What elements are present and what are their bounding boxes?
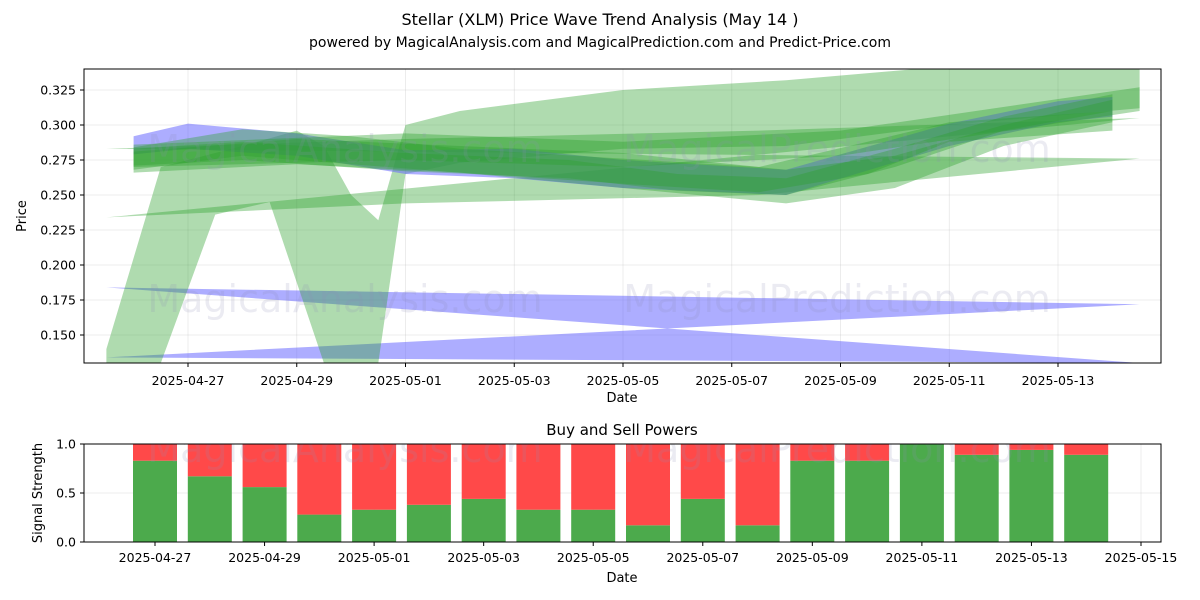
buy-bar xyxy=(899,444,944,542)
buy-bar xyxy=(1064,454,1109,542)
watermark-text: MagicalAnalysis.com xyxy=(147,427,542,471)
price-x-tick-label: 2025-05-11 xyxy=(913,373,986,388)
sell-bar xyxy=(187,444,232,477)
price-band xyxy=(106,69,1140,363)
price-y-tick-label: 0.325 xyxy=(40,83,76,98)
watermark-text: MagicalAnalysis.com xyxy=(147,277,542,321)
sell-bar xyxy=(242,444,287,488)
price-band xyxy=(106,287,1140,363)
buy-bar xyxy=(242,487,287,542)
price-x-tick-label: 2025-05-13 xyxy=(1022,373,1095,388)
chart-title: Stellar (XLM) Price Wave Trend Analysis … xyxy=(402,10,799,29)
price-band xyxy=(133,94,1113,195)
price-x-tick-label: 2025-05-05 xyxy=(587,373,660,388)
sell-bar xyxy=(516,444,561,510)
price-watermarks: MagicalAnalysis.com MagicalPrediction.com… xyxy=(147,127,1050,321)
sell-bar xyxy=(1009,444,1054,450)
signal-x-tick-label: 2025-05-03 xyxy=(447,550,520,565)
price-y-tick-label: 0.200 xyxy=(40,258,76,273)
signal-y-tick-label: 0.5 xyxy=(56,486,76,501)
buy-bar xyxy=(845,460,890,542)
price-y-tick-label: 0.150 xyxy=(40,328,76,343)
sell-bar xyxy=(133,444,177,461)
price-y-tick-label: 0.225 xyxy=(40,223,76,238)
signal-x-axis: 2025-04-27 2025-04-29 2025-05-01 2025-05-03… xyxy=(119,542,1178,565)
signal-x-tick-label: 2025-05-09 xyxy=(776,550,849,565)
sell-bar xyxy=(845,444,890,461)
buy-bar xyxy=(461,498,506,542)
price-wave-bands xyxy=(106,69,1140,363)
buy-bar xyxy=(571,509,616,542)
sell-bar xyxy=(297,444,342,515)
signal-y-tick-label: 0.0 xyxy=(56,535,76,550)
price-band xyxy=(133,97,1113,195)
watermark-text: MagicalPrediction.com xyxy=(623,127,1051,171)
signal-x-tick-label: 2025-05-05 xyxy=(557,550,630,565)
signal-x-label: Date xyxy=(606,571,637,586)
signal-x-tick-label: 2025-05-13 xyxy=(995,550,1068,565)
signal-y-axis: 0.0 0.5 1.0 xyxy=(56,437,84,550)
price-x-label: Date xyxy=(606,391,637,406)
price-y-axis: 0.150 0.175 0.200 0.225 0.250 0.275 0.300 0.325 xyxy=(40,83,84,343)
signal-y-label: Signal Strength xyxy=(31,443,46,543)
price-x-tick-label: 2025-05-03 xyxy=(478,373,551,388)
bars-title: Buy and Sell Powers xyxy=(546,421,698,439)
buy-bar xyxy=(297,514,342,542)
buy-bar xyxy=(790,460,835,542)
sell-bar xyxy=(680,444,725,499)
price-x-tick-label: 2025-04-27 xyxy=(152,373,225,388)
signal-x-tick-label: 2025-05-01 xyxy=(338,550,411,565)
price-x-axis: 2025-04-27 2025-04-29 2025-05-01 2025-05-03… xyxy=(152,363,1095,388)
sell-bar xyxy=(735,444,780,526)
watermark-text: MagicalPrediction.com xyxy=(623,427,1051,471)
sell-bar xyxy=(1064,444,1109,455)
price-y-tick-label: 0.250 xyxy=(40,188,76,203)
buy-bar xyxy=(406,504,451,542)
price-x-tick-label: 2025-05-01 xyxy=(369,373,442,388)
price-x-tick-label: 2025-05-09 xyxy=(804,373,877,388)
price-grid xyxy=(84,69,1161,363)
buy-bar xyxy=(1009,449,1054,542)
signal-watermarks: MagicalAnalysis.com MagicalPrediction.com xyxy=(147,427,1051,471)
buy-bar xyxy=(133,460,177,542)
price-band xyxy=(133,87,1140,167)
signal-bars xyxy=(133,444,1109,542)
price-y-label: Price xyxy=(15,200,30,232)
watermark-text: MagicalAnalysis.com xyxy=(147,127,542,171)
buy-bar xyxy=(626,525,670,542)
sell-bar xyxy=(790,444,835,461)
signal-x-tick-label: 2025-05-11 xyxy=(886,550,959,565)
price-band xyxy=(133,111,1113,193)
chart-subtitle: powered by MagicalAnalysis.com and Magic… xyxy=(309,35,891,51)
signal-x-tick-label: 2025-04-27 xyxy=(119,550,192,565)
signal-x-tick-label: 2025-05-15 xyxy=(1105,550,1178,565)
buy-bar xyxy=(187,476,232,542)
price-y-tick-label: 0.300 xyxy=(40,118,76,133)
price-band xyxy=(133,99,1113,204)
sell-bar xyxy=(406,444,451,505)
price-x-tick-label: 2025-05-07 xyxy=(695,373,768,388)
buy-bar xyxy=(680,498,725,542)
buy-bar xyxy=(954,454,999,542)
sell-bar xyxy=(352,444,397,510)
price-y-tick-label: 0.275 xyxy=(40,153,76,168)
price-x-tick-label: 2025-04-29 xyxy=(260,373,333,388)
sell-bar xyxy=(626,444,670,526)
sell-bar xyxy=(954,444,999,455)
price-y-tick-label: 0.175 xyxy=(40,293,76,308)
signal-y-tick-label: 1.0 xyxy=(56,437,76,452)
buy-bar xyxy=(735,525,780,542)
buy-bar xyxy=(352,509,397,542)
signal-x-tick-label: 2025-04-29 xyxy=(228,550,301,565)
sell-bar xyxy=(461,444,506,499)
buy-bar xyxy=(516,509,561,542)
watermark-text: MagicalPrediction.com xyxy=(623,277,1051,321)
signal-x-tick-label: 2025-05-07 xyxy=(666,550,739,565)
sell-bar xyxy=(571,444,616,510)
